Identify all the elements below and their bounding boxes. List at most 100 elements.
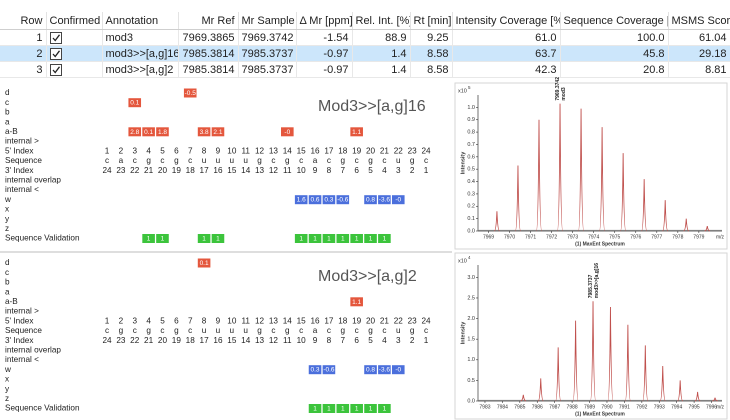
column-header[interactable]: Mr Sample — [238, 12, 297, 30]
table-cell: mod3>>[a,g]2 — [102, 61, 179, 78]
fragment-box — [350, 234, 363, 243]
table-cell: -1.54 — [296, 29, 353, 46]
column-header[interactable]: Δ Mr [ppm] — [296, 12, 353, 30]
result-row[interactable]: 1 mod3 7969.3865 7969.3742 -1.54 88.9 9.25 61.0… — [0, 29, 730, 46]
x-tick-label: 7971 — [525, 234, 536, 240]
x-tick-label: 7979 — [693, 234, 704, 240]
fragment-value: 1 — [355, 406, 359, 413]
index-cell: 5 — [368, 336, 373, 345]
fragment-box — [322, 234, 336, 243]
y-multiplier: x10 — [458, 88, 467, 94]
table-cell: 7969.3742 — [238, 29, 297, 46]
x-tick-label: 7976 — [630, 234, 641, 240]
index-cell: 15 — [227, 166, 237, 175]
table-cell: 42.3 — [452, 61, 561, 78]
index-cell: 24 — [421, 316, 431, 325]
checkbox[interactable] — [49, 31, 62, 44]
index-cell: 3 — [396, 336, 401, 345]
index-cell: 16 — [213, 166, 223, 175]
table-cell: 7985.3737 — [238, 61, 297, 78]
column-header[interactable]: Confirmed — [46, 12, 103, 30]
fragment-box — [322, 404, 336, 413]
fragment-value: 0.1 — [200, 260, 209, 267]
column-header[interactable]: Intensity Coverage [%] — [452, 12, 561, 30]
index-cell: 12 — [269, 336, 279, 345]
index-cell: g — [119, 326, 124, 335]
map-label: Mod3>>[a,g]16 — [318, 98, 426, 115]
index-cell: g — [368, 156, 373, 165]
peak — [662, 200, 669, 232]
index-cell: g — [146, 326, 151, 335]
fragment-box — [350, 404, 363, 413]
caption: (1) MaxEnt Spectrum — [575, 241, 625, 247]
index-cell: 9 — [313, 336, 318, 345]
y-axis-label: Intensity — [460, 151, 466, 175]
column-header[interactable]: Rt [min] — [410, 12, 453, 30]
index-cell: 11 — [241, 146, 250, 155]
fragment-box — [294, 195, 308, 205]
checkbox[interactable] — [49, 63, 62, 76]
result-row[interactable]: 2 mod3>>[a,g]16 7985.3814 7985.3737 -0.97 1.4… — [0, 45, 730, 62]
row-label: z — [5, 224, 9, 233]
index-cell: u — [202, 326, 207, 335]
fragment-value: 0.3 — [324, 197, 333, 204]
index-cell: g — [146, 156, 151, 165]
fragment-box — [142, 127, 155, 137]
index-cell: 7 — [188, 316, 193, 325]
index-cell: 6 — [354, 166, 359, 175]
fragment-value: 1 — [341, 236, 345, 243]
map-label: Mod3>>[a,g]2 — [318, 268, 417, 285]
y-tick-label: 2.5 — [467, 295, 475, 301]
index-cell: g — [174, 326, 179, 335]
fragment-box — [391, 365, 405, 375]
index-cell: 13 — [269, 316, 279, 325]
index-cell: 17 — [200, 336, 210, 345]
column-header[interactable]: MSMS Score — [668, 12, 730, 30]
row-label: internal overlap — [5, 175, 61, 184]
fragment-value: 1 — [383, 406, 387, 413]
fragment-value: 0.3 — [311, 367, 320, 374]
index-cell: 18 — [186, 166, 196, 175]
column-header[interactable]: Mr Ref — [178, 12, 239, 30]
index-cell: c — [188, 156, 192, 165]
checkbox[interactable] — [49, 47, 62, 60]
fragment-box — [308, 365, 322, 375]
column-header[interactable]: Annotation — [102, 12, 179, 30]
fragment-box — [378, 365, 391, 375]
index-cell: g — [257, 326, 262, 335]
row-label: Sequence Validation — [5, 404, 80, 413]
fragment-box — [378, 404, 391, 413]
x-tick-label: 7969 — [483, 234, 494, 240]
table-cell: 8.58 — [410, 61, 453, 78]
fragment-box — [364, 404, 377, 413]
x-tick-label: 7990 — [601, 404, 612, 410]
table-cell: 20.8 — [560, 61, 669, 78]
fragment-value: 1 — [299, 236, 303, 243]
column-header[interactable]: Rel. Int. [%] — [352, 12, 411, 30]
row-label: Sequence Validation — [5, 234, 80, 243]
y-tick-label: 0.0 — [467, 398, 475, 404]
index-cell: 1 — [105, 146, 110, 155]
fragment-value: 3.8 — [200, 129, 209, 136]
fragment-value: 2.8 — [130, 129, 139, 136]
index-cell: g — [285, 156, 290, 165]
index-cell: 2 — [119, 316, 124, 325]
index-cell: u — [230, 326, 235, 335]
index-cell: 3 — [132, 316, 137, 325]
result-row[interactable]: 3 mod3>>[a,g]2 7985.3814 7985.3737 -0.97 1.4 8… — [0, 61, 730, 78]
row-label: x — [5, 375, 9, 384]
index-cell: g — [410, 156, 415, 165]
column-header[interactable]: Row — [0, 12, 47, 30]
index-cell: 4 — [382, 336, 387, 345]
table-cell: 7985.3814 — [178, 45, 239, 62]
peak-annotation: 7969.3742 — [555, 77, 561, 101]
table-cell: 88.9 — [352, 29, 411, 46]
index-cell: 18 — [186, 336, 196, 345]
column-header[interactable]: Sequence Coverage [%] — [560, 12, 669, 30]
index-cell: 4 — [146, 316, 151, 325]
row-label: internal < — [5, 185, 39, 194]
fragment-box — [142, 234, 155, 243]
index-cell: 3 — [396, 166, 401, 175]
y-tick-label: 1.5 — [467, 337, 475, 343]
table-cell: 9.25 — [410, 29, 453, 46]
